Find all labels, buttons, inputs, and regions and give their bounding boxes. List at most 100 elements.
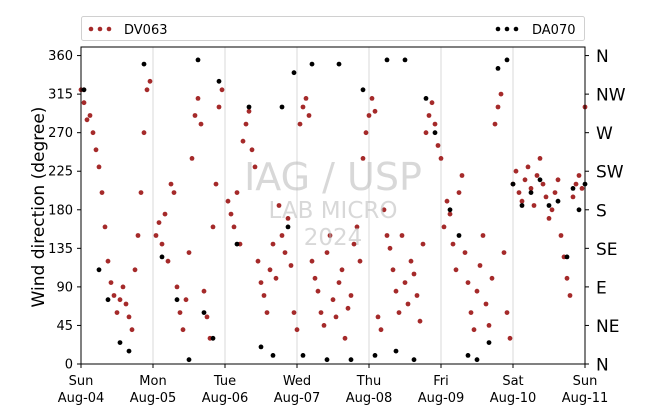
data-point [90,130,96,136]
compass-label: NE [596,317,619,337]
x-tick-date: Aug-05 [130,391,177,406]
data-point [486,323,492,328]
data-point [498,91,504,97]
data-point [459,173,465,178]
data-point [318,310,324,315]
data-point [105,297,111,303]
data-point [210,335,216,341]
data-point [435,143,441,148]
data-point [246,104,252,110]
data-point [567,293,573,298]
data-point [198,121,204,127]
data-point [576,173,582,178]
data-point [291,70,297,76]
x-tick-date: Aug-10 [490,391,537,406]
data-point [537,156,543,161]
legend-label-dv063: DV063 [124,23,168,38]
data-point [111,293,117,298]
x-tick-date: Aug-06 [202,391,249,406]
series-dv063 [78,78,588,341]
watermark-subtitle: LAB MICRO [269,198,398,224]
data-point [123,301,129,307]
data-point [99,190,105,196]
data-point [351,241,357,247]
data-point [453,267,459,273]
data-point [315,288,321,294]
x-tick-day: Wed [283,374,311,389]
legend-box [81,16,585,41]
data-point [474,357,480,363]
data-point [252,164,258,170]
data-point [327,233,333,238]
data-point [258,280,264,285]
data-point [84,117,90,123]
data-point [360,156,366,161]
data-point [276,203,282,208]
data-point [363,130,369,136]
data-point [468,310,474,315]
data-point [156,220,162,226]
data-point [249,147,255,153]
x-tick-date: Aug-09 [418,391,465,406]
data-point [210,224,216,230]
data-point [225,198,231,204]
data-point [234,241,240,247]
data-point [171,190,177,196]
data-point [279,104,285,110]
data-point [303,96,309,101]
y-tick-label: 360 [48,49,73,64]
data-point [183,297,189,303]
watermark: IAG / USP LAB MICRO 2024 [244,155,422,251]
data-point [291,310,297,315]
x-tick-day: Tue [213,374,236,389]
data-point [495,104,501,110]
x-tick-date: Aug-08 [346,391,393,406]
data-point [504,57,510,63]
data-point [102,224,108,230]
plot-frame [80,46,586,365]
data-point [240,138,246,144]
data-point [411,271,417,277]
data-point [558,233,564,238]
data-point [288,263,294,268]
data-point [423,130,429,136]
data-point [522,177,528,183]
data-point [372,353,378,358]
x-tick-day: Sun [69,374,94,389]
data-point [456,190,462,196]
data-point [456,233,462,238]
data-point [342,335,348,341]
data-point [525,164,531,170]
data-point [117,340,123,345]
data-point [372,108,378,114]
data-point [81,100,87,106]
y-tick-label: 90 [56,280,73,295]
data-point [297,121,303,127]
data-point [147,78,153,84]
data-point [570,186,576,191]
data-point [465,280,471,285]
data-point [174,297,180,303]
data-point [333,314,339,320]
data-point [384,57,390,63]
data-point [432,121,438,127]
data-point [483,301,489,307]
data-point [306,113,312,118]
data-point [573,181,579,187]
data-point [195,57,201,63]
data-point [186,250,192,256]
data-point [519,198,525,204]
data-point [228,211,234,217]
legend-marker-da070 [495,26,519,32]
x-tick-day: Thu [356,374,381,389]
data-point [216,78,222,84]
data-point [360,87,366,93]
compass-label: N [596,356,609,376]
data-point [387,245,393,251]
data-point [465,353,471,358]
data-point [201,310,207,315]
data-point [543,194,549,200]
data-point [162,211,168,217]
data-point [375,314,381,320]
data-point [339,267,345,273]
